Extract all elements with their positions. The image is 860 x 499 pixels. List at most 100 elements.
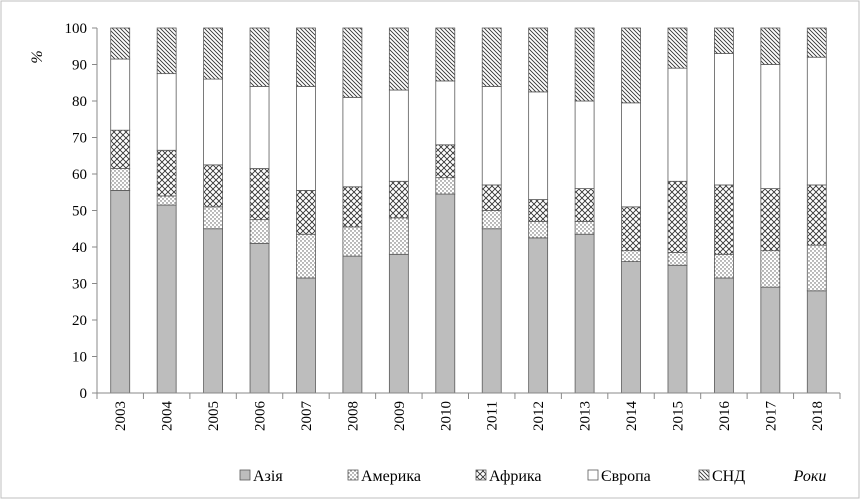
bar-segment — [481, 210, 502, 230]
bar-segment — [156, 195, 177, 206]
bar-segment — [388, 89, 409, 182]
x-tick-label: 2012 — [531, 401, 547, 431]
bar-segment — [249, 242, 270, 394]
bar-segment — [203, 206, 223, 230]
bar-segment — [296, 233, 316, 279]
bar-segment — [296, 86, 316, 191]
bar-segment — [296, 277, 316, 394]
bar-segment — [296, 190, 316, 235]
bar-segment — [388, 180, 409, 219]
bar-segment — [760, 64, 781, 189]
bar-segment — [156, 149, 177, 197]
bar-segment — [760, 286, 781, 394]
y-tick-label: 90 — [72, 58, 87, 74]
bar-segment — [574, 233, 595, 394]
bar-segment — [203, 228, 223, 394]
bar-segment — [621, 250, 641, 262]
bar-segment — [667, 252, 688, 266]
bars-group — [110, 27, 827, 394]
y-tick-label: 60 — [72, 167, 87, 183]
bar-segment — [203, 78, 223, 166]
x-tick-label: 2006 — [253, 401, 269, 432]
x-tick-label: 2005 — [206, 401, 222, 431]
bar-segment — [388, 253, 409, 394]
y-tick-label: 50 — [72, 204, 87, 220]
legend-swatch — [347, 469, 359, 481]
legend-swatch — [587, 469, 599, 481]
bar-segment — [528, 237, 549, 394]
y-tick-label: 30 — [72, 277, 87, 293]
x-tick-label: 2004 — [160, 401, 176, 432]
bar-segment — [528, 221, 549, 239]
bar-segment — [249, 86, 270, 169]
bar-segment — [435, 177, 456, 195]
bar-segment — [435, 193, 456, 394]
bar-segment — [435, 80, 456, 146]
bar-segment — [110, 168, 131, 191]
bar-segment — [481, 184, 502, 211]
legend-label: СНД — [712, 468, 745, 485]
legend-label: Азія — [253, 468, 283, 485]
bar-segment — [760, 27, 781, 65]
bar-segment — [621, 102, 641, 208]
legend-label: Африка — [489, 468, 542, 485]
bar-segment — [806, 290, 827, 394]
legend-label: Америка — [361, 468, 421, 485]
bar-segment — [760, 250, 781, 288]
bar-segment — [667, 27, 688, 69]
bar-segment — [714, 53, 734, 186]
bar-segment — [110, 190, 131, 394]
legend-swatch — [475, 469, 487, 481]
y-axis-ticks: 0 10 20 30 40 50 60 70 80 90 100 — [65, 21, 97, 402]
x-tick-label: 2007 — [299, 401, 315, 432]
bar-segment — [574, 27, 595, 102]
bar-segment — [806, 56, 827, 186]
bar-segment — [156, 27, 177, 75]
x-tick-label: 2014 — [624, 401, 640, 432]
bar-segment — [342, 186, 363, 228]
bar-segment — [388, 27, 409, 91]
bar-segment — [621, 261, 641, 394]
y-tick-label: 70 — [72, 131, 87, 147]
bar-segment — [110, 58, 131, 131]
y-tick-label: 10 — [72, 350, 87, 366]
y-axis-title: % — [29, 50, 46, 63]
x-tick-label: 2017 — [763, 401, 779, 432]
bar-segment — [667, 67, 688, 182]
y-tick-label: 20 — [72, 313, 87, 329]
x-axis-ticks: 2003 2004 2005 2006 2007 2008 2009 2010 2011 2012… — [96, 393, 841, 432]
bar-segment — [156, 73, 177, 151]
bar-segment — [667, 180, 688, 253]
bar-segment — [574, 221, 595, 235]
x-axis-title: Роки — [793, 468, 827, 485]
x-tick-label: 2003 — [113, 401, 129, 431]
bar-segment — [342, 27, 363, 98]
x-tick-label: 2008 — [345, 401, 361, 431]
bar-segment — [714, 184, 734, 255]
bar-segment — [714, 277, 734, 394]
bar-segment — [249, 168, 270, 221]
bar-segment — [806, 27, 827, 58]
bar-segment — [714, 253, 734, 279]
y-tick-label: 100 — [65, 21, 88, 37]
bar-segment — [806, 184, 827, 246]
y-tick-label: 80 — [72, 94, 87, 110]
bar-segment — [574, 188, 595, 222]
legend-swatch — [239, 469, 251, 481]
bar-segment — [110, 27, 131, 60]
bar-segment — [714, 27, 734, 54]
bar-segment — [621, 27, 641, 104]
x-tick-label: 2009 — [392, 401, 408, 431]
bar-segment — [481, 27, 502, 87]
bar-segment — [110, 129, 131, 169]
bar-segment — [249, 27, 270, 87]
legend-label: Європа — [601, 468, 651, 485]
bar-segment — [435, 27, 456, 82]
bar-segment — [342, 96, 363, 188]
bar-segment — [249, 219, 270, 244]
bar-segment — [156, 204, 177, 394]
bar-segment — [296, 27, 316, 87]
x-tick-label: 2018 — [810, 401, 826, 431]
y-tick-label: 0 — [80, 386, 88, 402]
